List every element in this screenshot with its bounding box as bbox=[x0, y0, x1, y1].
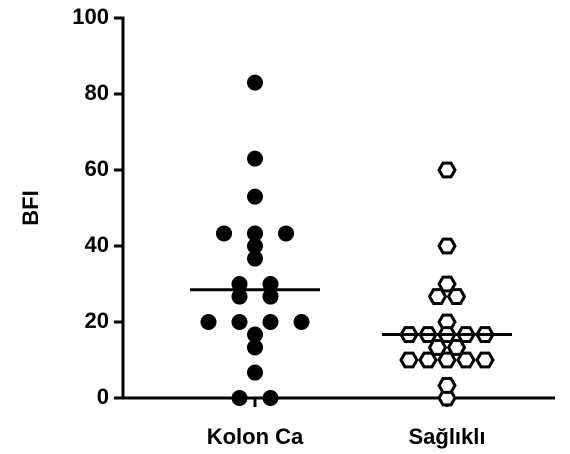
data-point bbox=[437, 161, 457, 179]
data-point bbox=[247, 150, 263, 167]
data-point bbox=[262, 314, 279, 330]
data-point bbox=[231, 276, 248, 292]
y-tick-label: 100 bbox=[72, 4, 109, 29]
data-point bbox=[456, 351, 476, 369]
y-tick-label: 80 bbox=[85, 80, 109, 105]
data-point bbox=[231, 288, 248, 305]
x-tick-label: Sağlıklı bbox=[408, 424, 485, 449]
data-point bbox=[262, 390, 279, 406]
data-point bbox=[231, 390, 248, 406]
data-point bbox=[278, 225, 294, 242]
x-tick-label: Kolon Ca bbox=[207, 424, 304, 449]
y-tick-label: 60 bbox=[85, 156, 109, 181]
data-point bbox=[475, 351, 495, 369]
data-point bbox=[231, 314, 248, 330]
data-point bbox=[446, 339, 467, 356]
data-point bbox=[293, 314, 310, 330]
data-point bbox=[247, 326, 263, 343]
data-point bbox=[247, 364, 263, 381]
data-point bbox=[427, 288, 448, 305]
data-point bbox=[437, 237, 457, 255]
data-point bbox=[247, 250, 263, 267]
y-tick-label: 0 bbox=[97, 384, 109, 409]
data-point bbox=[247, 238, 263, 254]
data-point bbox=[437, 377, 457, 394]
data-point bbox=[262, 276, 279, 292]
data-point bbox=[446, 288, 467, 305]
data-point bbox=[247, 225, 263, 242]
y-tick-label: 20 bbox=[85, 308, 109, 333]
data-point bbox=[200, 314, 217, 330]
y-tick-label: 40 bbox=[85, 232, 109, 257]
data-point bbox=[399, 351, 419, 369]
data-point bbox=[427, 339, 448, 356]
data-point bbox=[216, 225, 232, 242]
data-point bbox=[247, 74, 263, 91]
y-axis-label: BFI bbox=[18, 190, 43, 225]
data-point bbox=[247, 339, 263, 356]
data-point bbox=[262, 288, 279, 305]
data-point bbox=[247, 188, 263, 205]
